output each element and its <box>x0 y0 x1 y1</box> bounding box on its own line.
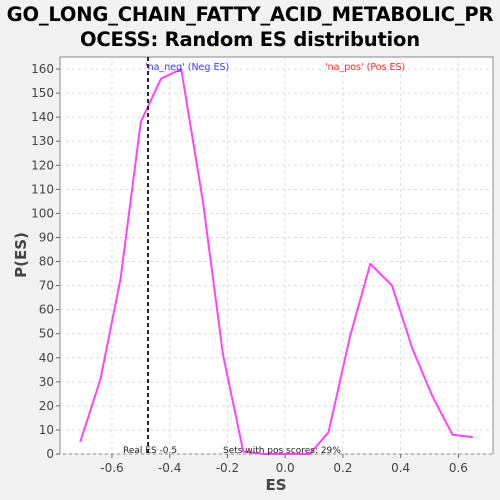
series-layer <box>79 68 473 455</box>
y-tick-label: 60 <box>39 303 54 317</box>
grid-lines <box>60 57 493 455</box>
real-es-annotation: Real ES -0.5 <box>123 446 177 456</box>
x-tick-label: 0.0 <box>276 461 295 475</box>
chart-title-line-2: OCESS: Random ES distribution <box>80 28 420 51</box>
chart-title-line-1: GO_LONG_CHAIN_FATTY_ACID_METABOLIC_PR <box>6 3 494 26</box>
y-tick-label: 100 <box>31 206 54 220</box>
y-tick-label: 80 <box>39 255 54 269</box>
x-axis-label: ES <box>265 476 286 494</box>
y-tick-label: 70 <box>39 279 54 293</box>
y-tick-label: 30 <box>39 375 54 389</box>
y-tick-label: 130 <box>31 134 54 148</box>
series-line <box>79 68 473 455</box>
y-tick-label: 120 <box>31 158 54 172</box>
y-tick-label: 150 <box>31 86 54 100</box>
x-tick-label: 0.6 <box>449 461 468 475</box>
pos-scores-annotation: Sets with pos scores: 29% <box>223 446 341 456</box>
legend-pos-label: 'na_pos' (Pos ES) <box>325 62 405 73</box>
y-tick-label: 140 <box>31 110 54 124</box>
y-tick-label: 50 <box>39 327 54 341</box>
x-tick-label: 0.2 <box>333 461 352 475</box>
chart-title: GO_LONG_CHAIN_FATTY_ACID_METABOLIC_PR OC… <box>0 2 500 52</box>
x-tick-label: -0.6 <box>100 461 123 475</box>
y-axis-ticks: 0 10 20 30 40 50 60 70 80 90 100 110 120 130 140 150 160 <box>31 62 60 461</box>
y-tick-label: 90 <box>39 230 54 244</box>
y-tick-label: 160 <box>31 62 54 76</box>
x-tick-label: 0.4 <box>391 461 410 475</box>
y-tick-label: 40 <box>39 351 54 365</box>
legend-neg-label: 'na_neg' (Neg ES) <box>145 62 229 73</box>
y-tick-label: 10 <box>39 423 54 437</box>
plot-area <box>59 56 494 455</box>
y-axis-label: P(ES) <box>12 232 30 278</box>
y-tick-label: 20 <box>39 399 54 413</box>
y-tick-label: 110 <box>31 182 54 196</box>
y-tick-label: 0 <box>46 447 54 461</box>
x-tick-label: -0.2 <box>216 461 239 475</box>
x-axis-ticks: -0.6 -0.4 -0.2 0.0 0.2 0.4 0.6 <box>100 454 468 475</box>
x-tick-label: -0.4 <box>158 461 181 475</box>
